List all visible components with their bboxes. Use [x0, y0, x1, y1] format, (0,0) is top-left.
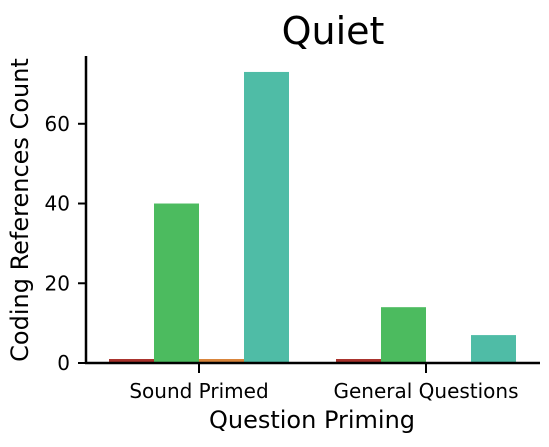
bars-group [109, 71, 516, 363]
bar-series-1-sound-primed [109, 359, 154, 363]
bar-series-2-general-questions [381, 307, 426, 363]
x-tick-label: General Questions [333, 379, 518, 403]
bar-series-1-general-questions [336, 359, 381, 363]
chart-title: Quiet [282, 9, 385, 53]
y-tick-label: 0 [57, 351, 70, 375]
y-axis-label: Coding References Count [6, 58, 34, 362]
y-ticks-group: 0 20 40 60 [45, 112, 86, 375]
y-tick-label: 40 [45, 192, 70, 216]
y-tick-label: 20 [45, 271, 70, 295]
x-ticks-group: Sound Primed General Questions [129, 363, 519, 403]
x-axis-label: Question Priming [209, 406, 415, 434]
bar-series-4-sound-primed [244, 71, 289, 363]
bar-series-4-general-questions [471, 335, 516, 363]
y-tick-label: 60 [45, 112, 70, 136]
x-tick-label: Sound Primed [129, 379, 268, 403]
bar-series-2-sound-primed [154, 203, 199, 363]
bar-series-3-sound-primed [199, 359, 244, 363]
